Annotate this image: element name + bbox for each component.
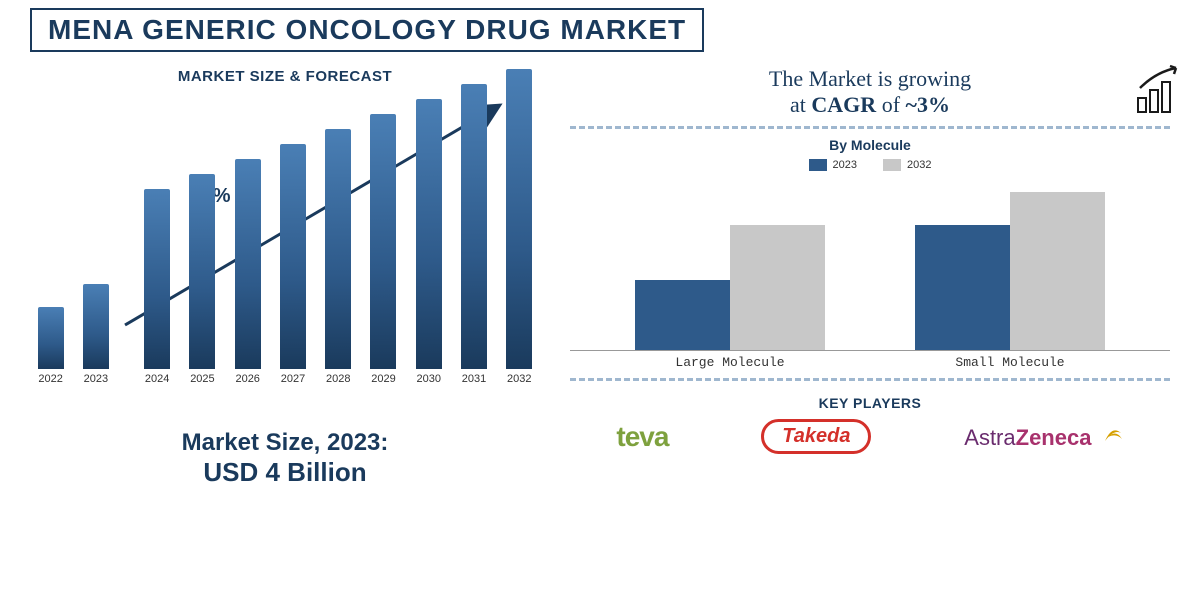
forecast-bar-wrap: 2028 <box>318 129 359 385</box>
molecule-bar <box>1010 192 1105 350</box>
legend-swatch <box>883 159 901 171</box>
forecast-bar <box>83 284 109 369</box>
molecule-category-labels: Large Molecule Small Molecule <box>570 351 1170 370</box>
forecast-xlabel: 2029 <box>371 373 395 385</box>
forecast-bar-wrap: 2030 <box>408 99 449 385</box>
market-size-value: USD 4 Billion <box>30 457 540 488</box>
logo-astrazeneca: AstraZeneca <box>964 423 1123 451</box>
forecast-xlabel: 2026 <box>235 373 259 385</box>
right-column: The Market is growing at CAGR of ~3% By … <box>570 62 1170 488</box>
cagr-headline: The Market is growing at CAGR of ~3% <box>570 66 1170 118</box>
forecast-bars: 2022 2023 2024 2025 2026 2027 2028 2029 2030 2031… <box>30 95 540 385</box>
forecast-bar-wrap: 2023 <box>75 284 116 385</box>
az-part1: Astra <box>964 425 1015 450</box>
forecast-xlabel: 2030 <box>417 373 441 385</box>
forecast-xlabel: 2025 <box>190 373 214 385</box>
cagr-mid-pre: at <box>790 92 811 117</box>
forecast-bar-wrap: 2024 <box>137 189 178 385</box>
growth-chart-icon <box>1132 62 1188 123</box>
forecast-xlabel: 2024 <box>145 373 169 385</box>
forecast-bar-wrap: 2022 <box>30 307 71 385</box>
forecast-bar-wrap: 2027 <box>272 144 313 385</box>
forecast-bar-wrap: 2025 <box>182 174 223 385</box>
molecule-title: By Molecule <box>570 137 1170 153</box>
cagr-mid: of <box>876 92 905 117</box>
forecast-xlabel: 2031 <box>462 373 486 385</box>
forecast-bar-wrap: 2029 <box>363 114 404 385</box>
forecast-heading: MARKET SIZE & FORECAST <box>30 68 540 85</box>
forecast-xlabel: 2032 <box>507 373 531 385</box>
forecast-xlabel: 2023 <box>84 373 108 385</box>
molecule-bar <box>635 280 730 350</box>
forecast-bar <box>144 189 170 369</box>
market-size-label: Market Size, 2023: <box>30 429 540 457</box>
cagr-bold2: ~3% <box>906 92 950 117</box>
legend-label: 2032 <box>907 159 931 171</box>
infographic-root: MENA GENERIC ONCOLOGY DRUG MARKET MARKET… <box>0 0 1200 600</box>
legend-item: 2023 <box>809 159 857 171</box>
forecast-xlabel: 2027 <box>281 373 305 385</box>
forecast-chart: ~3% 202220232024202520262027202820292030… <box>30 95 540 415</box>
forecast-bar <box>506 69 532 369</box>
columns: MARKET SIZE & FORECAST ~3% 2022202320242… <box>30 62 1170 488</box>
left-column: MARKET SIZE & FORECAST ~3% 2022202320242… <box>30 62 540 488</box>
logo-takeda: Takeda <box>761 419 871 454</box>
forecast-xlabel: 2022 <box>38 373 62 385</box>
molecule-category-label: Small Molecule <box>955 355 1064 370</box>
cagr-bold1: CAGR <box>811 92 876 117</box>
molecule-group <box>635 225 825 350</box>
forecast-bar <box>235 159 261 369</box>
az-part2: Zeneca <box>1016 425 1092 450</box>
molecule-legend: 2023 2032 <box>570 159 1170 171</box>
divider-top <box>570 126 1170 129</box>
forecast-bar <box>38 307 64 369</box>
forecast-bar-wrap: 2032 <box>499 69 540 385</box>
title-box: MENA GENERIC ONCOLOGY DRUG MARKET <box>30 8 704 52</box>
key-player-logos: teva Takeda AstraZeneca <box>570 419 1170 454</box>
key-players-heading: KEY PLAYERS <box>570 395 1170 411</box>
forecast-bar <box>325 129 351 369</box>
market-size-block: Market Size, 2023: USD 4 Billion <box>30 429 540 488</box>
molecule-group <box>915 192 1105 350</box>
forecast-bar <box>189 174 215 369</box>
forecast-bar <box>280 144 306 369</box>
molecule-chart <box>570 181 1170 351</box>
forecast-bar-wrap: 2026 <box>227 159 268 385</box>
forecast-bar <box>461 84 487 369</box>
page-title: MENA GENERIC ONCOLOGY DRUG MARKET <box>48 14 686 46</box>
molecule-bar <box>915 225 1010 350</box>
divider-bottom <box>570 378 1170 381</box>
logo-teva: teva <box>616 421 668 453</box>
az-swirl-icon <box>1102 423 1124 451</box>
legend-swatch <box>809 159 827 171</box>
molecule-bar <box>730 225 825 350</box>
cagr-pre: The Market is growing <box>769 66 971 91</box>
forecast-bar-wrap: 2031 <box>453 84 494 385</box>
forecast-bar <box>370 114 396 369</box>
legend-item: 2032 <box>883 159 931 171</box>
legend-label: 2023 <box>833 159 857 171</box>
forecast-xlabel: 2028 <box>326 373 350 385</box>
molecule-category-label: Large Molecule <box>675 355 784 370</box>
forecast-bar <box>416 99 442 369</box>
